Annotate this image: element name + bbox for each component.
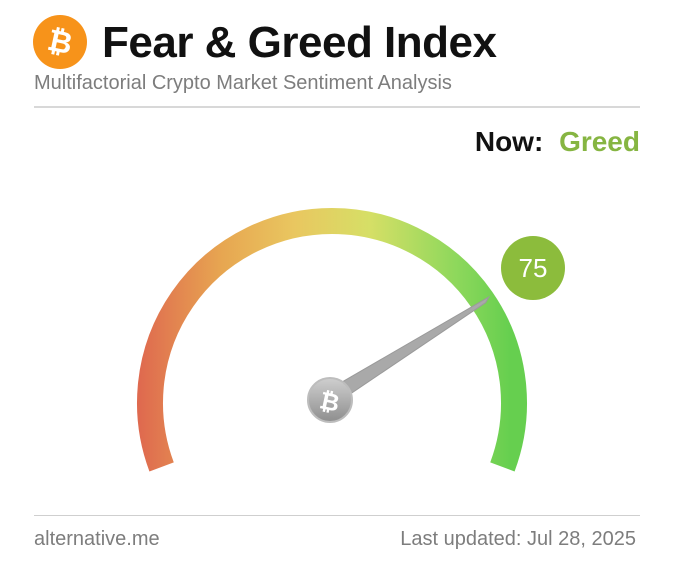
gauge-value: 75 [519,253,548,283]
page-title: Fear & Greed Index [102,18,497,67]
source-link[interactable]: alternative.me [34,528,160,550]
bitcoin-logo-icon: ₿ [33,15,87,69]
footer-divider [34,515,640,516]
page-subtitle: Multifactorial Crypto Market Sentiment A… [34,72,452,94]
header: ₿ Fear & Greed Index [32,14,652,78]
now-label: Now: [474,126,544,157]
header-divider [34,106,640,108]
gauge-value-badge: 75 [501,236,565,300]
bitcoin-hub-icon: ₿ [307,377,353,423]
last-updated: Last updated: Jul 28, 2025 [400,528,636,550]
fear-greed-gauge: ₿ 75 [137,208,565,472]
current-status: Now: Greed [475,126,640,158]
gauge-arc [137,208,527,472]
sentiment-classification: Greed [559,126,640,157]
